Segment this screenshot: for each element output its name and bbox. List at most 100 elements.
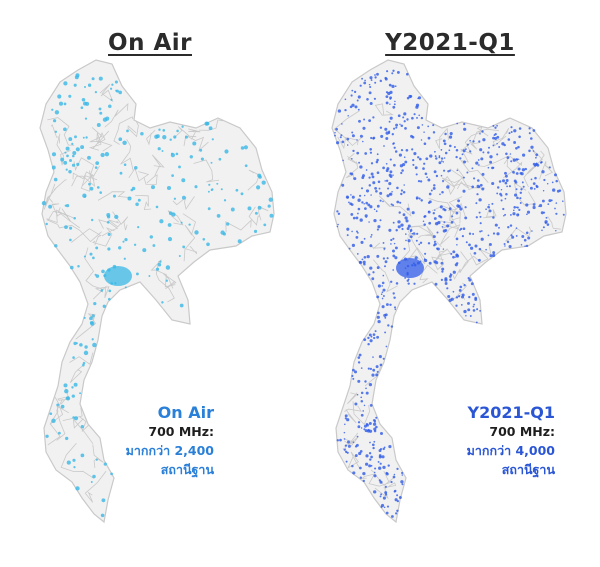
base-station-dot	[392, 292, 395, 295]
base-station-dot	[165, 265, 171, 270]
base-station-dot	[494, 137, 498, 140]
base-station-dot	[370, 236, 372, 238]
base-station-dot	[489, 254, 493, 258]
base-station-dot	[394, 498, 398, 502]
base-station-dot	[192, 141, 197, 146]
base-station-dot	[346, 418, 350, 422]
road-line	[89, 127, 113, 152]
base-station-dot	[405, 233, 407, 235]
base-station-dot	[449, 273, 452, 275]
base-station-dot	[91, 218, 94, 222]
base-station-dot	[513, 129, 517, 133]
base-station-dot	[367, 203, 371, 207]
base-station-dot	[466, 143, 469, 146]
base-station-dot	[526, 213, 528, 216]
road-line	[92, 285, 110, 300]
base-station-dot	[364, 79, 366, 82]
base-station-dot	[72, 154, 75, 158]
base-station-dot	[521, 168, 526, 172]
base-station-dot	[352, 377, 355, 380]
base-station-dot	[433, 240, 436, 243]
base-station-dot	[351, 103, 355, 107]
base-station-dot	[344, 423, 346, 426]
base-station-dot	[389, 158, 392, 161]
base-station-dot	[466, 171, 469, 174]
base-station-dot	[368, 464, 372, 468]
road-line	[198, 119, 224, 131]
base-station-dot	[124, 286, 127, 289]
base-station-dot	[478, 211, 481, 214]
base-station-dot	[268, 197, 273, 202]
base-station-dot	[416, 261, 421, 265]
base-station-dot	[535, 184, 538, 188]
base-station-dot	[448, 169, 451, 172]
base-station-dot	[380, 503, 385, 508]
base-station-dot	[468, 278, 472, 282]
base-station-dot	[376, 254, 380, 258]
base-station-dot	[357, 212, 359, 215]
base-station-dot	[355, 236, 359, 239]
base-station-dot	[368, 176, 371, 179]
base-station-dot	[465, 315, 467, 317]
panel-title: On Air	[108, 30, 192, 56]
base-station-dot	[72, 458, 76, 462]
base-station-dot	[357, 361, 361, 364]
base-station-dot	[384, 313, 388, 317]
base-station-dot	[370, 162, 374, 165]
base-station-dot	[382, 200, 384, 203]
base-station-dot	[391, 190, 393, 193]
road-line	[97, 191, 132, 201]
base-station-dot	[463, 309, 467, 314]
base-station-dot	[388, 445, 392, 449]
base-station-dot	[471, 167, 474, 170]
base-station-dot	[433, 217, 437, 220]
base-station-dot	[366, 429, 370, 433]
base-station-dot	[369, 151, 373, 154]
base-station-dot	[365, 387, 367, 390]
base-station-dot	[72, 151, 77, 155]
base-station-dot	[336, 225, 339, 228]
base-station-dot	[80, 106, 84, 110]
base-station-dot	[374, 187, 377, 190]
base-station-dot	[379, 462, 382, 465]
base-station-dot	[79, 392, 82, 395]
base-station-dot	[487, 234, 490, 237]
base-station-dot	[450, 252, 453, 255]
base-station-dot	[505, 152, 508, 156]
base-station-dot	[377, 284, 381, 288]
base-station-dot	[84, 117, 88, 120]
base-station-dot	[457, 199, 460, 203]
base-station-dot	[154, 134, 159, 139]
base-station-dot	[509, 153, 512, 155]
base-station-dot	[72, 356, 75, 359]
base-station-dot	[63, 383, 68, 388]
base-station-dot	[71, 142, 74, 146]
base-station-dot	[477, 179, 480, 182]
base-station-dot	[159, 219, 164, 224]
base-station-dot	[107, 297, 111, 301]
base-station-dot	[176, 129, 179, 133]
base-station-dot	[162, 129, 166, 132]
base-station-dot	[446, 224, 450, 228]
base-station-dot	[54, 244, 58, 248]
base-station-dot	[412, 163, 415, 166]
base-station-dot	[447, 294, 451, 299]
base-station-dot	[532, 182, 536, 185]
base-station-dot	[354, 454, 358, 458]
base-station-dot	[107, 268, 111, 272]
base-station-dot	[508, 132, 511, 135]
base-station-dot	[352, 368, 355, 372]
base-station-dot	[429, 154, 433, 158]
base-station-dot	[358, 119, 361, 123]
base-station-dot	[70, 265, 74, 270]
base-station-dot	[475, 321, 478, 324]
base-station-dot	[393, 306, 397, 309]
base-station-dot	[378, 187, 381, 190]
base-station-dot	[456, 169, 459, 172]
base-station-dot	[391, 515, 394, 518]
base-station-dot	[511, 235, 515, 239]
base-station-dot	[434, 150, 436, 153]
base-station-dot	[123, 163, 127, 166]
base-station-dot	[496, 186, 500, 189]
base-station-dot	[371, 443, 375, 447]
